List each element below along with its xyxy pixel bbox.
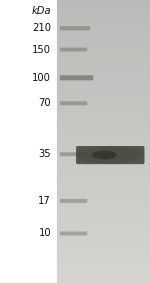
Bar bbox=[57, 127, 150, 131]
Ellipse shape bbox=[92, 151, 117, 160]
Bar bbox=[57, 117, 150, 120]
Bar bbox=[57, 149, 150, 152]
Bar bbox=[57, 67, 150, 71]
Bar bbox=[57, 187, 150, 191]
Text: 70: 70 bbox=[38, 98, 51, 108]
Bar bbox=[57, 191, 150, 195]
Bar bbox=[57, 241, 150, 244]
Bar bbox=[57, 258, 150, 262]
Text: 150: 150 bbox=[32, 44, 51, 55]
Bar bbox=[57, 42, 150, 46]
Bar bbox=[57, 233, 150, 237]
Bar bbox=[57, 205, 150, 209]
Bar bbox=[57, 99, 150, 103]
Bar bbox=[57, 145, 150, 149]
FancyBboxPatch shape bbox=[60, 26, 90, 30]
Text: 35: 35 bbox=[38, 149, 51, 159]
Bar bbox=[57, 276, 150, 280]
Bar bbox=[57, 159, 150, 163]
Bar bbox=[57, 134, 150, 138]
Bar bbox=[57, 3, 150, 7]
Bar bbox=[57, 269, 150, 272]
Bar bbox=[57, 152, 150, 156]
Bar bbox=[57, 248, 150, 251]
Bar bbox=[57, 85, 150, 88]
Bar bbox=[57, 209, 150, 212]
FancyBboxPatch shape bbox=[60, 152, 87, 156]
Bar bbox=[57, 113, 150, 117]
Bar bbox=[57, 7, 150, 11]
Bar bbox=[57, 21, 150, 25]
Bar bbox=[57, 78, 150, 82]
Bar bbox=[57, 11, 150, 14]
Bar bbox=[57, 244, 150, 248]
Bar bbox=[57, 96, 150, 99]
Bar bbox=[57, 46, 150, 50]
Bar bbox=[57, 64, 150, 67]
Bar bbox=[57, 60, 150, 64]
Bar bbox=[57, 184, 150, 187]
Bar bbox=[57, 14, 150, 18]
Bar bbox=[57, 74, 150, 78]
Bar bbox=[57, 173, 150, 177]
Bar bbox=[57, 120, 150, 124]
Bar bbox=[57, 156, 150, 159]
Text: 100: 100 bbox=[32, 73, 51, 83]
Bar bbox=[57, 110, 150, 113]
FancyBboxPatch shape bbox=[76, 146, 144, 164]
Bar bbox=[57, 71, 150, 74]
Bar bbox=[57, 82, 150, 85]
Bar bbox=[57, 166, 150, 170]
Bar bbox=[57, 28, 150, 32]
Bar bbox=[57, 163, 150, 166]
Bar bbox=[57, 131, 150, 134]
Bar bbox=[57, 88, 150, 92]
Text: kDa: kDa bbox=[31, 6, 51, 16]
Bar bbox=[57, 265, 150, 269]
Bar bbox=[57, 255, 150, 258]
Bar bbox=[57, 138, 150, 142]
Bar bbox=[57, 39, 150, 42]
Bar bbox=[57, 198, 150, 201]
Bar bbox=[57, 32, 150, 35]
Bar bbox=[57, 35, 150, 39]
FancyBboxPatch shape bbox=[60, 48, 87, 52]
Bar bbox=[57, 25, 150, 28]
Bar bbox=[57, 272, 150, 276]
Bar bbox=[57, 0, 150, 3]
FancyBboxPatch shape bbox=[60, 231, 87, 235]
Bar bbox=[57, 50, 150, 53]
Text: 17: 17 bbox=[38, 196, 51, 206]
FancyBboxPatch shape bbox=[60, 75, 93, 80]
Text: 210: 210 bbox=[32, 23, 51, 33]
Bar bbox=[57, 53, 150, 57]
FancyBboxPatch shape bbox=[60, 101, 87, 105]
Bar bbox=[57, 251, 150, 255]
Bar bbox=[57, 181, 150, 184]
Bar bbox=[57, 92, 150, 96]
Bar bbox=[57, 195, 150, 198]
Bar bbox=[57, 142, 150, 145]
Bar bbox=[57, 106, 150, 110]
Bar bbox=[57, 230, 150, 233]
Bar bbox=[57, 223, 150, 226]
Bar bbox=[57, 18, 150, 21]
FancyBboxPatch shape bbox=[60, 199, 87, 203]
Bar bbox=[57, 262, 150, 265]
Bar bbox=[57, 202, 150, 205]
Bar bbox=[57, 177, 150, 181]
Bar bbox=[57, 103, 150, 106]
Bar bbox=[57, 226, 150, 230]
Bar bbox=[57, 237, 150, 241]
Bar bbox=[57, 170, 150, 173]
Ellipse shape bbox=[77, 146, 143, 164]
Bar bbox=[57, 57, 150, 60]
Bar bbox=[57, 212, 150, 216]
Text: 10: 10 bbox=[38, 228, 51, 239]
Bar bbox=[57, 124, 150, 127]
Bar bbox=[57, 216, 150, 219]
Bar bbox=[57, 280, 150, 283]
Bar bbox=[57, 219, 150, 223]
